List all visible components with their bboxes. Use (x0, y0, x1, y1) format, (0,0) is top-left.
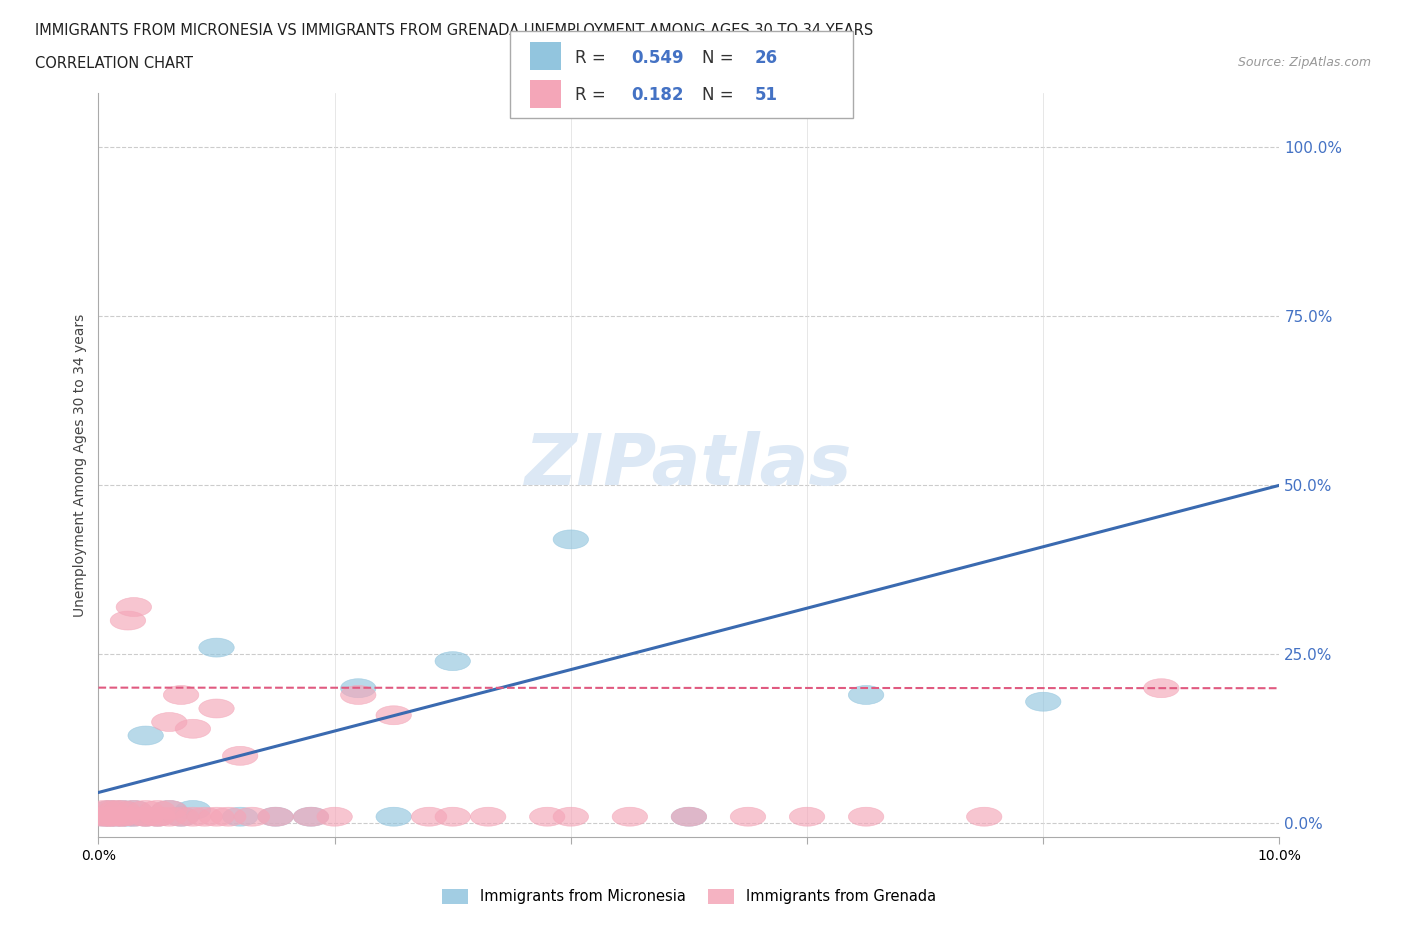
Ellipse shape (163, 685, 198, 704)
Ellipse shape (316, 807, 353, 826)
Text: 0.182: 0.182 (631, 86, 683, 104)
Ellipse shape (612, 807, 648, 826)
Ellipse shape (117, 801, 152, 819)
Ellipse shape (117, 807, 152, 826)
Ellipse shape (553, 530, 589, 549)
Ellipse shape (152, 801, 187, 819)
Ellipse shape (104, 807, 139, 826)
Y-axis label: Unemployment Among Ages 30 to 34 years: Unemployment Among Ages 30 to 34 years (73, 313, 87, 617)
Ellipse shape (98, 807, 134, 826)
Ellipse shape (730, 807, 766, 826)
Ellipse shape (117, 801, 152, 819)
Ellipse shape (412, 807, 447, 826)
Text: N =: N = (702, 86, 738, 104)
Ellipse shape (176, 719, 211, 738)
Text: ZIPatlas: ZIPatlas (526, 431, 852, 499)
Ellipse shape (340, 685, 375, 704)
Ellipse shape (671, 807, 707, 826)
Ellipse shape (139, 807, 176, 826)
Ellipse shape (848, 685, 884, 704)
Legend: Immigrants from Micronesia, Immigrants from Grenada: Immigrants from Micronesia, Immigrants f… (434, 882, 943, 911)
Ellipse shape (294, 807, 329, 826)
Ellipse shape (553, 807, 589, 826)
Text: IMMIGRANTS FROM MICRONESIA VS IMMIGRANTS FROM GRENADA UNEMPLOYMENT AMONG AGES 30: IMMIGRANTS FROM MICRONESIA VS IMMIGRANTS… (35, 23, 873, 38)
Text: Source: ZipAtlas.com: Source: ZipAtlas.com (1237, 56, 1371, 69)
Ellipse shape (152, 807, 187, 826)
Text: 0.549: 0.549 (631, 48, 683, 67)
Ellipse shape (789, 807, 825, 826)
Ellipse shape (294, 807, 329, 826)
Ellipse shape (671, 807, 707, 826)
Ellipse shape (222, 807, 257, 826)
Ellipse shape (98, 801, 134, 819)
Ellipse shape (93, 807, 128, 826)
Ellipse shape (176, 807, 211, 826)
Ellipse shape (128, 807, 163, 826)
Ellipse shape (84, 807, 120, 826)
Ellipse shape (163, 807, 198, 826)
Ellipse shape (1025, 692, 1062, 711)
Ellipse shape (93, 801, 128, 819)
Ellipse shape (198, 807, 235, 826)
Ellipse shape (1143, 679, 1180, 698)
Ellipse shape (187, 807, 222, 826)
Ellipse shape (117, 598, 152, 617)
Ellipse shape (375, 706, 412, 724)
Ellipse shape (110, 611, 146, 630)
Ellipse shape (163, 807, 198, 826)
Ellipse shape (128, 726, 163, 745)
Ellipse shape (375, 807, 412, 826)
Ellipse shape (104, 801, 139, 819)
Text: N =: N = (702, 48, 738, 67)
Ellipse shape (93, 801, 128, 819)
Ellipse shape (257, 807, 294, 826)
Ellipse shape (139, 801, 176, 819)
Ellipse shape (110, 807, 146, 826)
Ellipse shape (211, 807, 246, 826)
Text: R =: R = (575, 48, 612, 67)
Ellipse shape (471, 807, 506, 826)
Ellipse shape (222, 747, 257, 765)
Text: R =: R = (575, 86, 616, 104)
Text: 26: 26 (755, 48, 778, 67)
Ellipse shape (128, 801, 163, 819)
Ellipse shape (848, 807, 884, 826)
Ellipse shape (98, 807, 134, 826)
Ellipse shape (198, 638, 235, 658)
Ellipse shape (966, 807, 1002, 826)
Text: 51: 51 (755, 86, 778, 104)
Ellipse shape (104, 807, 139, 826)
Ellipse shape (340, 679, 375, 698)
Ellipse shape (87, 807, 122, 826)
Ellipse shape (139, 807, 176, 826)
Ellipse shape (434, 807, 471, 826)
Text: CORRELATION CHART: CORRELATION CHART (35, 56, 193, 71)
Ellipse shape (104, 801, 139, 819)
Ellipse shape (152, 801, 187, 819)
Ellipse shape (93, 807, 128, 826)
Ellipse shape (117, 807, 152, 826)
Ellipse shape (434, 652, 471, 671)
Ellipse shape (235, 807, 270, 826)
Ellipse shape (128, 807, 163, 826)
Ellipse shape (89, 807, 124, 826)
Ellipse shape (198, 699, 235, 718)
Ellipse shape (128, 807, 163, 826)
Ellipse shape (257, 807, 294, 826)
Ellipse shape (104, 807, 139, 826)
Ellipse shape (87, 801, 122, 819)
Ellipse shape (139, 807, 176, 826)
Ellipse shape (152, 712, 187, 732)
Ellipse shape (530, 807, 565, 826)
Ellipse shape (176, 801, 211, 819)
Ellipse shape (93, 807, 128, 826)
